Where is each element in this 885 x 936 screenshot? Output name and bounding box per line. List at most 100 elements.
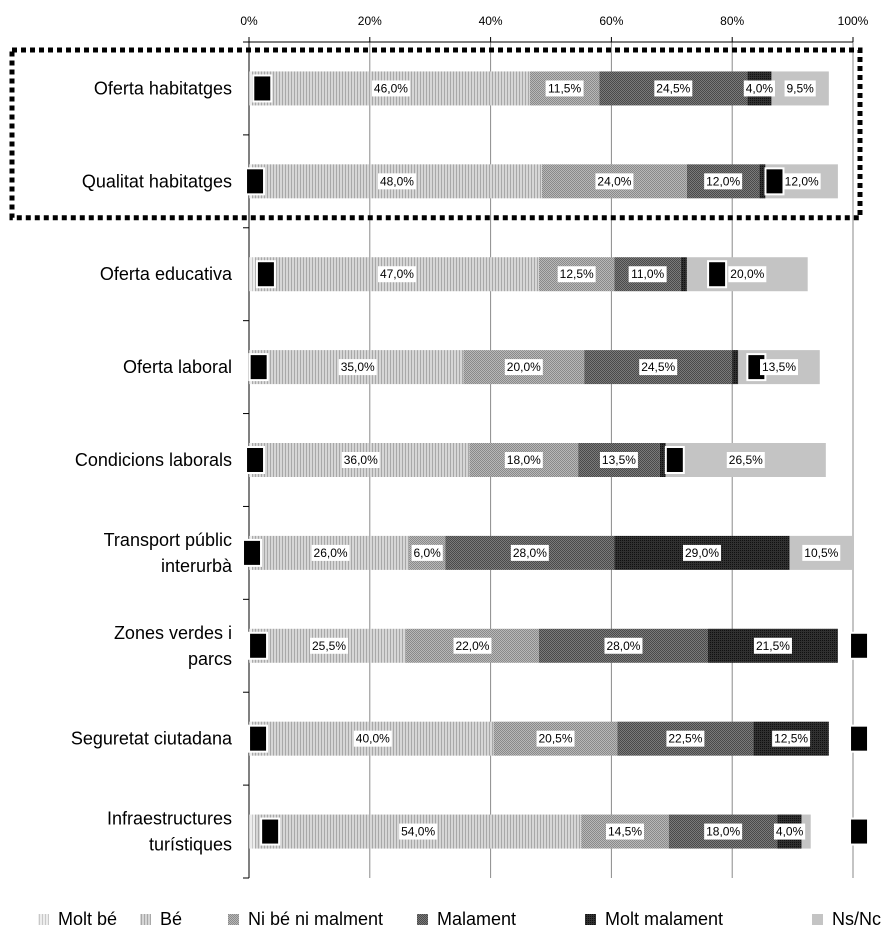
data-label: 13,5% (602, 453, 636, 467)
data-label: 22,5% (668, 732, 702, 746)
data-label-bg (377, 266, 416, 283)
data-label-bg (595, 173, 634, 190)
x-tick-label: 0% (240, 14, 258, 28)
data-label: 28,0% (606, 639, 640, 653)
data-label-bg (377, 173, 416, 190)
data-label: 9,5% (786, 81, 814, 95)
data-label-bg (753, 637, 792, 654)
data-label: 4,0% (746, 81, 774, 95)
callout-marker (250, 633, 267, 658)
data-label-bg (666, 730, 705, 747)
data-label-bg (704, 173, 743, 190)
data-label-bg (338, 359, 377, 376)
category-labels: Oferta habitatges Qualitat habitatges Ofer… (71, 78, 233, 854)
callout-marker (244, 540, 261, 565)
category-label: Condicions laborals (75, 450, 232, 470)
data-label-bg (782, 173, 821, 190)
data-label-bg (341, 452, 380, 468)
data-label: 21,5% (756, 639, 790, 653)
data-label: 12,0% (706, 174, 740, 188)
data-label-bg (557, 266, 596, 283)
data-label: 24,0% (597, 174, 631, 188)
data-label-bg (311, 544, 350, 561)
data-label: 24,5% (656, 81, 690, 95)
callout-marker (766, 169, 783, 194)
data-label-bg (310, 637, 349, 654)
category-label: Oferta educativa (100, 264, 233, 284)
legend: Molt bé Bé Ni bé ni malment Malament Molt ma… (38, 909, 881, 929)
legend-swatch (140, 914, 151, 925)
data-label-bg (536, 730, 575, 747)
data-label: 20,5% (539, 732, 573, 746)
bar-segment (759, 164, 766, 199)
data-label-bg (545, 80, 584, 97)
data-label: 11,0% (631, 267, 664, 281)
data-label: 54,0% (401, 825, 435, 839)
data-label: 46,0% (374, 81, 408, 95)
data-label-bg (628, 266, 667, 283)
category-label: Qualitat habitatges (82, 171, 232, 191)
data-label-bg (802, 544, 841, 561)
data-label-bg (453, 637, 492, 654)
data-label: 35,0% (341, 360, 375, 374)
data-label: 40,0% (356, 732, 390, 746)
bar-segment (249, 814, 256, 849)
category-label: Oferta laboral (123, 357, 232, 377)
highlight-box-rect (9, 47, 863, 221)
highlight-box (9, 47, 863, 221)
data-label-bg (654, 80, 693, 97)
data-label-bg (704, 823, 743, 840)
data-label-bg (728, 266, 767, 283)
data-label: 47,0% (380, 267, 414, 281)
legend-label: Molt malament (605, 909, 723, 929)
data-label-bg (604, 637, 643, 654)
data-label-bg (399, 823, 438, 840)
bar-segment (249, 257, 256, 292)
data-label-bg (760, 359, 799, 376)
x-tick-label: 40% (479, 14, 503, 28)
data-label-bg (784, 80, 816, 97)
data-label: 22,0% (455, 639, 489, 653)
callout-marker (709, 262, 726, 287)
callout-marker (262, 819, 279, 844)
callout-markers (242, 74, 870, 846)
data-label-bg (510, 544, 549, 561)
legend-swatch (228, 914, 239, 925)
data-label: 11,5% (548, 81, 581, 95)
category-label: Oferta habitatges (94, 78, 232, 98)
callout-marker (851, 726, 868, 751)
data-label-bg (683, 544, 721, 561)
data-label: 14,5% (608, 825, 642, 839)
legend-label: Ns/Nc (832, 909, 881, 929)
data-label-bg (504, 359, 543, 376)
data-labels: 46,0% 11,5% 24,5% 4,0% 9,5% 48,0% 24,0% 12,0% 12… (310, 80, 841, 840)
data-label: 12,5% (560, 267, 594, 281)
legend-label: Malament (437, 909, 516, 929)
data-label: 18,0% (507, 453, 541, 467)
data-label: 4,0% (776, 825, 804, 839)
data-label: 20,0% (507, 360, 541, 374)
data-label: 36,0% (344, 453, 378, 467)
data-label: 26,5% (729, 453, 763, 467)
data-label-bg (599, 452, 638, 468)
legend-label: Bé (160, 909, 182, 929)
category-label: Infraestructures turístiques (107, 809, 232, 855)
callout-marker (250, 726, 267, 751)
legend-swatch (417, 914, 428, 925)
data-label: 48,0% (380, 174, 414, 188)
data-label-bg (371, 80, 410, 97)
x-tick-label: 60% (599, 14, 623, 28)
data-label: 25,5% (312, 639, 346, 653)
data-label: 13,5% (762, 360, 796, 374)
bar-segment (732, 350, 739, 385)
data-label: 6,0% (414, 546, 442, 560)
category-label: Transport públic interurbà (104, 530, 233, 576)
data-label: 24,5% (641, 360, 675, 374)
data-label: 10,5% (804, 546, 838, 560)
legend-swatch (585, 914, 596, 925)
data-label: 20,0% (730, 267, 764, 281)
data-label: 18,0% (706, 825, 740, 839)
legend-swatch (38, 914, 49, 925)
bar-segments (249, 71, 853, 849)
